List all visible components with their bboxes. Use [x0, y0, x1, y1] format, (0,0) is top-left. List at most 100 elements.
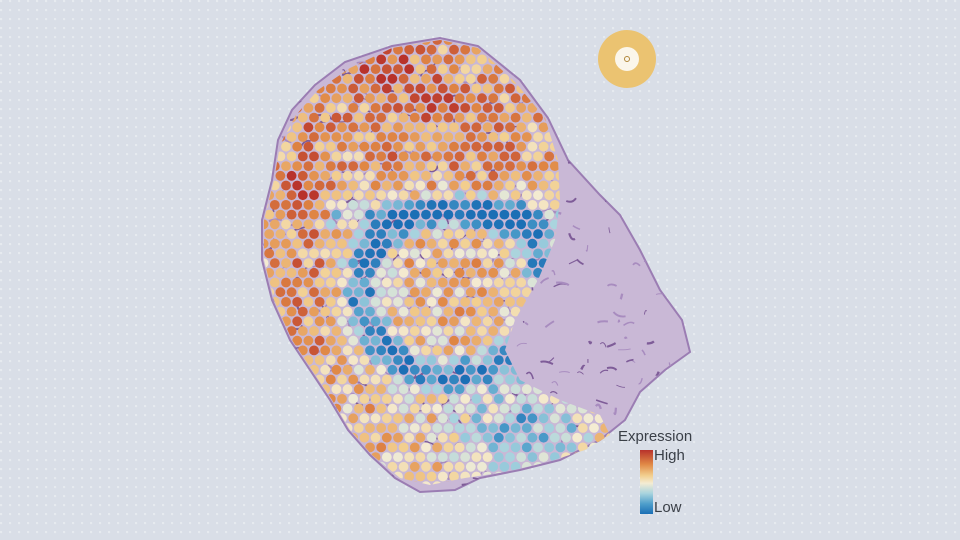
expression-spot: [437, 44, 448, 55]
expression-spot: [516, 219, 527, 230]
stain-strand: [544, 320, 555, 328]
expression-spot: [253, 501, 263, 511]
expression-spot: [314, 471, 325, 482]
expression-spot: [437, 471, 448, 482]
expression-spot: [539, 491, 549, 501]
expression-spot: [281, 297, 291, 307]
expression-spot: [387, 461, 398, 472]
expression-spot: [482, 238, 493, 249]
expression-spot: [281, 452, 291, 462]
expression-spot: [600, 151, 610, 162]
expression-spot: [449, 238, 459, 249]
expression-spot: [264, 73, 275, 84]
stain-strand: [613, 407, 618, 416]
expression-spot: [460, 374, 471, 385]
expression-spot: [409, 461, 420, 472]
expression-spot: [477, 461, 487, 472]
expression-spot: [281, 471, 291, 482]
expression-spot: [320, 190, 331, 201]
expression-spot: [437, 64, 448, 74]
expression-spot: [426, 83, 437, 94]
expression-spot: [516, 180, 527, 191]
expression-spot: [566, 132, 577, 142]
expression-spot: [516, 141, 527, 152]
stain-strand: [605, 465, 612, 470]
stain-strand: [639, 139, 646, 144]
expression-spot: [499, 326, 510, 336]
stain-strand: [623, 321, 635, 327]
expression-spot: [353, 209, 364, 220]
expression-spot: [415, 258, 426, 268]
expression-spot: [594, 432, 605, 443]
expression-spot: [370, 355, 381, 365]
expression-spot: [443, 423, 454, 433]
expression-spot: [477, 132, 487, 142]
expression-spot: [505, 277, 515, 288]
expression-spot: [359, 297, 370, 307]
expression-spot: [264, 64, 269, 74]
expression-spot: [297, 461, 308, 472]
expression-spot: [555, 461, 566, 472]
expression-spot: [398, 267, 409, 278]
stain-strand: [629, 169, 636, 176]
expression-spot: [320, 151, 331, 162]
expression-spot: [387, 481, 398, 485]
expression-spot: [432, 132, 443, 142]
expression-spot: [449, 471, 459, 482]
expression-spot: [505, 374, 515, 385]
expression-spot: [521, 267, 532, 278]
expression-spot: [281, 258, 291, 268]
expression-spot: [482, 122, 493, 133]
stain-strand: [508, 409, 513, 413]
expression-spot: [606, 491, 616, 501]
expression-spot: [393, 141, 403, 152]
expression-spot: [370, 394, 381, 404]
expression-spot: [521, 73, 532, 84]
expression-spot: [320, 481, 331, 485]
expression-spot: [516, 277, 527, 288]
expression-spot: [286, 287, 297, 298]
stain-strand: [362, 451, 367, 454]
expression-spot: [449, 316, 459, 327]
expression-spot: [409, 442, 420, 453]
expression-spot: [471, 103, 482, 113]
expression-spot: [583, 161, 594, 172]
expression-spot: [415, 180, 426, 191]
stain-strand: [691, 120, 700, 122]
expression-spot: [460, 335, 471, 346]
expression-spot: [325, 297, 336, 307]
expression-spot: [264, 258, 269, 269]
expression-spot: [320, 132, 331, 142]
expression-spot: [471, 219, 482, 230]
expression-spot: [342, 93, 353, 104]
stain-strand: [643, 310, 648, 315]
expression-spot: [589, 93, 599, 104]
expression-spot: [381, 355, 392, 365]
expression-spot: [393, 355, 403, 365]
expression-spot: [353, 384, 364, 395]
expression-spot: [454, 442, 465, 453]
stain-strand: [577, 85, 584, 90]
expression-spot: [483, 491, 493, 501]
expression-spot: [275, 190, 286, 201]
expression-spot: [303, 238, 314, 249]
expression-spot: [595, 491, 605, 501]
expression-spot: [376, 287, 387, 298]
expression-spot: [527, 200, 538, 210]
expression-spot: [432, 461, 443, 472]
expression-spot: [538, 64, 549, 74]
expression-spot: [281, 200, 291, 210]
expression-spot: [488, 461, 499, 472]
expression-spot: [286, 442, 297, 453]
expression-spot: [314, 432, 325, 443]
expression-spot: [443, 326, 454, 336]
expression-spot: [370, 64, 381, 74]
expression-spot: [477, 54, 487, 65]
expression-spot: [376, 364, 387, 375]
expression-spot: [331, 364, 342, 375]
stain-strand: [572, 224, 581, 231]
expression-spot: [297, 112, 308, 123]
expression-spot: [275, 73, 286, 84]
expression-spot: [410, 501, 420, 511]
expression-spot: [465, 209, 476, 220]
